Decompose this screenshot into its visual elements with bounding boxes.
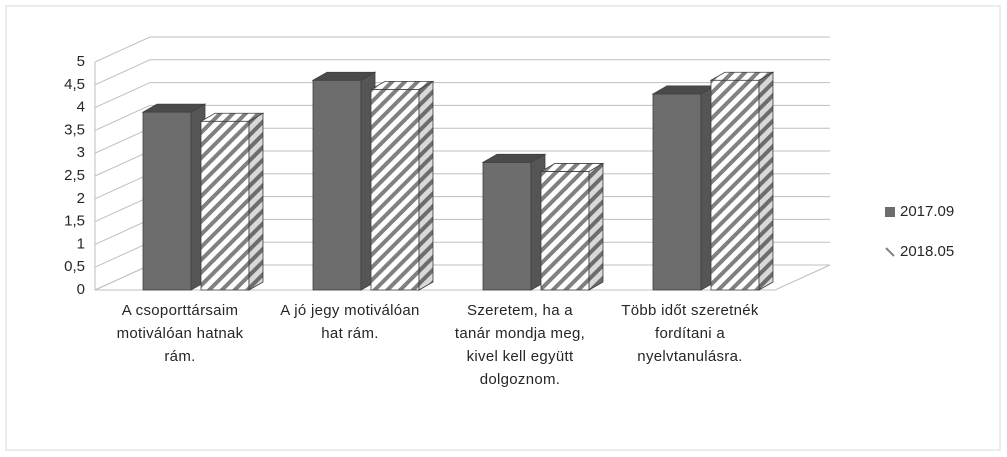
bar-front [312, 79, 362, 291]
y-tick-label: 1 [77, 235, 85, 252]
bar-side-shade [589, 163, 603, 290]
bar-side-shade [249, 113, 263, 290]
y-tick-label: 3 [77, 144, 85, 161]
grid-line [94, 82, 830, 109]
bar-side [418, 80, 434, 291]
grid-line [94, 36, 830, 63]
bar-side [588, 162, 604, 291]
bar [481, 153, 547, 291]
y-tick-label: 2 [77, 190, 85, 207]
x-tick-label: Szeretem, ha a tanár mondja meg, kivel k… [454, 302, 586, 388]
bar-side-shade [759, 72, 773, 291]
x-tick-label: A csoporttársaim motiválóan hatnak rám. [116, 302, 244, 365]
bar [141, 103, 207, 291]
x-tick-label: A jó jegy motiválóan hat rám. [280, 302, 420, 342]
grid-line [94, 59, 830, 86]
bar-front [540, 171, 590, 291]
y-tick-label: 4,5 [64, 76, 85, 93]
bar-front [710, 79, 760, 291]
legend-swatch [885, 207, 895, 217]
bar-front [142, 111, 192, 291]
bar-side [248, 112, 264, 291]
y-tick-label: 0,5 [64, 258, 85, 275]
y-tick-label: 3,5 [64, 121, 85, 138]
grid-line [94, 104, 830, 131]
legend-label: 2018.05 [900, 243, 954, 260]
y-tick-label: 5 [77, 53, 85, 70]
bar [311, 71, 377, 291]
bar-side-shade [419, 81, 433, 290]
bar [651, 85, 717, 291]
y-tick-label: 4 [77, 99, 85, 116]
legend-swatch [885, 247, 895, 257]
bar [199, 112, 265, 291]
y-tick-label: 1,5 [64, 213, 85, 230]
bar [709, 71, 775, 291]
bar [539, 162, 605, 291]
y-tick-label: 2,5 [64, 167, 85, 184]
bar-front [652, 93, 702, 291]
bar-front [482, 161, 532, 291]
bar [369, 80, 435, 291]
x-tick-label: Több időt szeretnék fordítani a nyelvtan… [621, 302, 759, 365]
bar-front [200, 120, 250, 291]
legend-label: 2017.09 [900, 203, 954, 220]
bar-front [370, 88, 420, 291]
bar-side [758, 71, 774, 291]
y-tick-label: 0 [77, 281, 85, 298]
